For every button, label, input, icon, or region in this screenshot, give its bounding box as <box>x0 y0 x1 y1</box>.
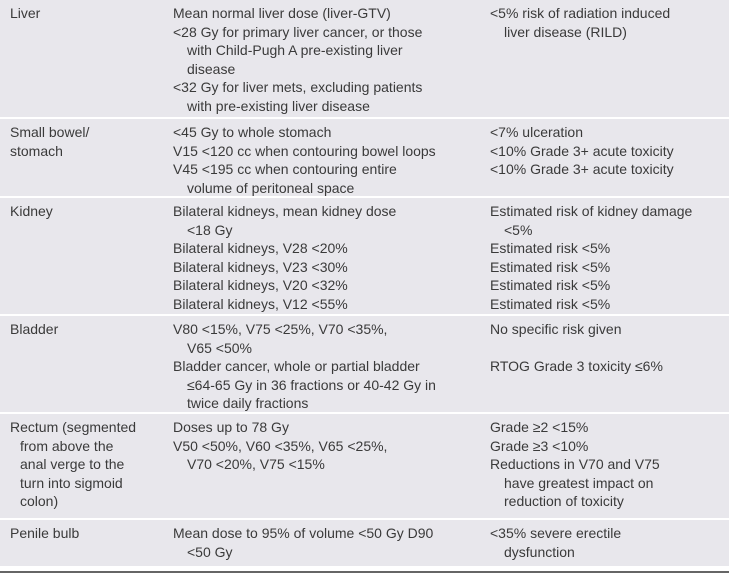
constraint-line: <45 Gy to whole stomach <box>173 124 332 140</box>
constraint-line: ≤64-65 Gy in 36 fractions or 40-42 Gy in <box>187 376 436 393</box>
outcome-line: dysfunction <box>504 543 575 560</box>
organ-cell: Kidney <box>10 202 162 221</box>
table-row: Liver Mean normal liver dose (liver-GTV) <… <box>0 0 729 119</box>
organ-label: Kidney <box>10 203 53 219</box>
outcome-line: <10% Grade 3+ acute toxicity <box>490 142 674 159</box>
constraint-line: twice daily fractions <box>187 395 309 412</box>
constraint-line: Bilateral kidneys, mean kidney dose <box>173 203 397 219</box>
organ-label: turn into sigmoid <box>20 474 123 491</box>
constraint-line: Bilateral kidneys, V12 <55% <box>173 295 348 312</box>
outcome-line: have greatest impact on <box>504 474 654 491</box>
organ-cell: Penile bulb <box>10 524 162 543</box>
outcome-line: <35% severe erectile <box>490 525 622 541</box>
outcome-line: Grade ≥2 <15% <box>490 419 589 435</box>
constraint-line: <50 Gy <box>187 543 233 560</box>
outcome-cell: Grade ≥2 <15% Grade ≥3 <10% Reductions in … <box>490 418 725 511</box>
organ-label: Liver <box>10 5 41 21</box>
outcome-line: Estimated risk <5% <box>490 277 611 294</box>
constraint-line: disease <box>187 60 236 77</box>
outcome-cell: <5% risk of radiation induced liver disea… <box>490 4 725 41</box>
table-row: Rectum (segmented from above the anal verg… <box>0 414 729 520</box>
constraint-line: Doses up to 78 Gy <box>173 419 289 435</box>
constraint-line: Mean dose to 95% of volume <50 Gy D90 <box>173 525 434 541</box>
constraint-line: Bilateral kidneys, V20 <32% <box>173 277 348 294</box>
organ-label: Bladder <box>10 321 59 337</box>
outcome-line: Estimated risk <5% <box>490 258 611 275</box>
table-row: Penile bulb Mean dose to 95% of volume <5… <box>0 520 729 566</box>
constraint-cell: Mean dose to 95% of volume <50 Gy D90 <50… <box>173 524 478 561</box>
constraint-line: Bilateral kidneys, V23 <30% <box>173 258 348 275</box>
outcome-line: Estimated risk <5% <box>490 295 611 312</box>
constraint-line: V15 <120 cc when contouring bowel loops <box>173 142 436 159</box>
table-bottom-rule <box>0 571 729 573</box>
table-row: Kidney Bilateral kidneys, mean kidney dos… <box>0 198 729 316</box>
organ-label: colon) <box>20 493 59 510</box>
organ-cell: Small bowel/stomach <box>10 123 162 160</box>
outcome-line: No specific risk given <box>490 321 622 337</box>
constraint-line: Bilateral kidneys, V28 <20% <box>173 240 348 257</box>
outcome-cell: No specific risk given RTOG Grade 3 toxic… <box>490 320 725 376</box>
constraint-line: Bladder cancer, whole or partial bladder <box>173 358 420 375</box>
outcome-line <box>490 339 725 358</box>
constraint-line: with Child-Pugh A pre-existing liver <box>187 42 403 59</box>
outcome-cell: <35% severe erectile dysfunction <box>490 524 725 561</box>
organ-label: Small bowel/ <box>10 124 90 140</box>
outcome-line: Grade ≥3 <10% <box>490 437 589 454</box>
organ-cell: Liver <box>10 4 162 23</box>
organ-cell: Rectum (segmented from above the anal verg… <box>10 418 162 511</box>
constraint-line: V65 <50% <box>187 339 252 356</box>
constraint-line: <18 Gy <box>187 221 233 238</box>
organ-label: Penile bulb <box>10 525 80 541</box>
constraint-line: <32 Gy for liver mets, excluding patient… <box>173 79 423 96</box>
constraint-cell: Mean normal liver dose (liver-GTV) <28 Gy… <box>173 4 478 116</box>
constraint-cell: V80 <15%, V75 <25%, V70 <35%, V65 <50% Bla… <box>173 320 478 413</box>
constraint-line: V80 <15%, V75 <25%, V70 <35%, <box>173 321 388 337</box>
outcome-line: <10% Grade 3+ acute toxicity <box>490 161 674 178</box>
organ-label: Rectum (segmented <box>10 419 137 435</box>
constraint-cell: Bilateral kidneys, mean kidney dose <18 G… <box>173 202 478 314</box>
outcome-line: RTOG Grade 3 toxicity ≤6% <box>490 358 663 375</box>
outcome-line: <7% ulceration <box>490 124 584 140</box>
organ-cell: Bladder <box>10 320 162 339</box>
constraint-line: V70 <20%, V75 <15% <box>187 456 325 473</box>
outcome-line: <5% risk of radiation induced <box>490 5 671 21</box>
constraint-line: Mean normal liver dose (liver-GTV) <box>173 5 391 21</box>
outcome-line: Reductions in V70 and V75 <box>490 456 660 473</box>
constraint-line: <28 Gy for primary liver cancer, or thos… <box>173 23 423 40</box>
constraint-cell: <45 Gy to whole stomach V15 <120 cc when … <box>173 123 478 197</box>
outcome-cell: <7% ulceration <10% Grade 3+ acute toxici… <box>490 123 725 179</box>
constraint-line: volume of peritoneal space <box>187 179 355 196</box>
constraint-line: V45 <195 cc when contouring entire <box>173 161 397 178</box>
outcome-line: Estimated risk <5% <box>490 240 611 257</box>
organ-label: from above the <box>20 437 114 454</box>
table-row: Small bowel/stomach <45 Gy to whole stoma… <box>0 119 729 198</box>
outcome-line: reduction of toxicity <box>504 493 624 510</box>
outcome-line: liver disease (RILD) <box>504 23 627 40</box>
constraint-line: V50 <50%, V60 <35%, V65 <25%, <box>173 437 388 454</box>
organ-label: anal verge to the <box>20 456 125 473</box>
outcome-cell: Estimated risk of kidney damage <5% Estima… <box>490 202 725 314</box>
constraint-line: with pre-existing liver disease <box>187 97 370 114</box>
constraint-cell: Doses up to 78 Gy V50 <50%, V60 <35%, V65… <box>173 418 478 474</box>
outcome-line: Estimated risk of kidney damage <box>490 203 693 219</box>
outcome-line: <5% <box>504 221 533 238</box>
organ-label: stomach <box>10 142 63 159</box>
table-row: Bladder V80 <15%, V75 <25%, V70 <35%, V65 … <box>0 316 729 414</box>
